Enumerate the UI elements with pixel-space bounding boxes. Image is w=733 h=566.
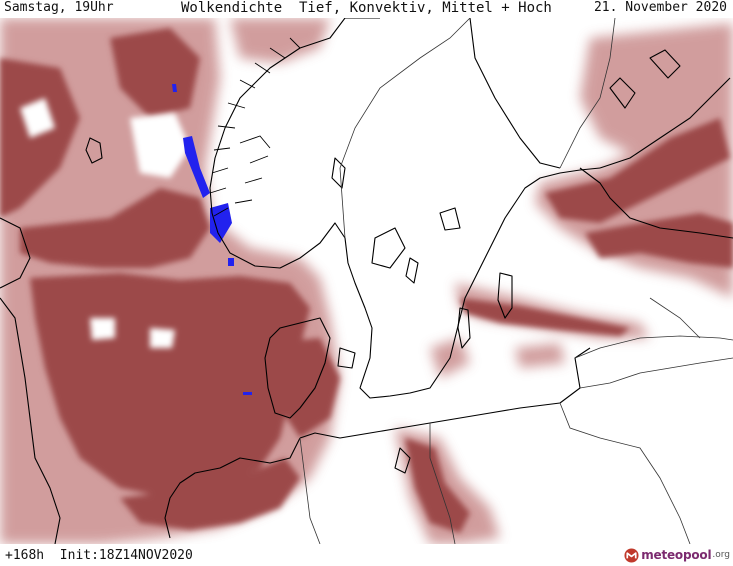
- logo-domain-suffix: .org: [712, 550, 730, 560]
- country-borders: [299, 18, 733, 544]
- cloud-dense-layer: [0, 28, 733, 533]
- fjord-coast: [209, 37, 301, 217]
- meteopool-logo-icon: [624, 547, 639, 563]
- model-run-info: +168h Init:18Z14NOV2020: [5, 548, 193, 563]
- logo-wordmark: meteopool: [641, 548, 712, 562]
- forecast-date: 21. November 2020: [593, 0, 727, 15]
- map-canvas: [0, 18, 733, 544]
- precipitation-markers: [172, 84, 252, 395]
- meteopool-logo[interactable]: meteopool .org: [624, 546, 730, 564]
- footer-bar: +168h Init:18Z14NOV2020 meteopool .org: [0, 544, 733, 566]
- map-title: Wolkendichte Tief, Konvektiv, Mittel + H…: [181, 0, 552, 16]
- valid-time-label: Samstag, 19Uhr: [4, 0, 114, 15]
- forecast-map[interactable]: [0, 18, 733, 544]
- clear-sky-pockets: [20, 98, 190, 348]
